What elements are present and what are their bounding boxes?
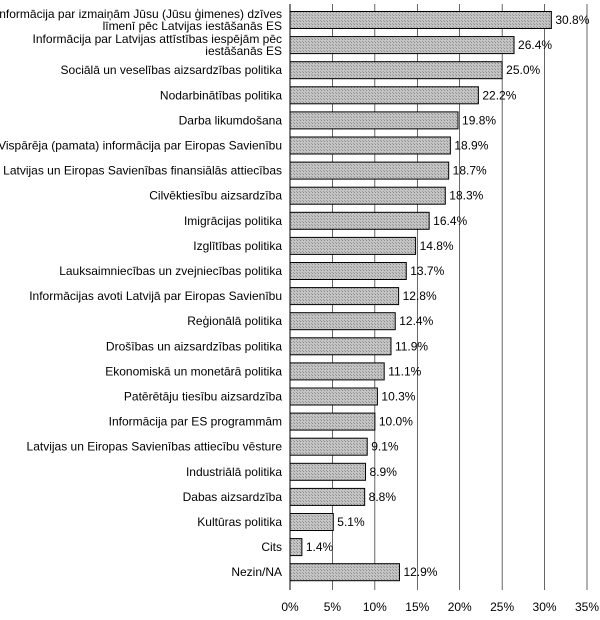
bar [289,136,451,155]
category-label: Darba likumdošana [179,113,283,127]
value-label: 14.8% [420,239,454,253]
category-label: Cilvēktiesību aizsardzība [149,189,282,203]
category-label: Lauksaimniecības un zvejniecības politik… [59,264,282,278]
category-label: Reģionālā politika [187,314,282,328]
category-label: Cits [261,540,282,554]
bar [289,287,400,306]
value-label: 1.4% [306,540,334,554]
bar [289,462,367,481]
category-label: Informācija par ES programmām [109,415,282,429]
category-label: Industriālā politika [186,465,282,479]
value-label: 25.0% [506,63,540,77]
value-label: 22.2% [482,88,516,102]
bar [289,437,368,456]
value-label: 26.4% [518,38,552,52]
value-label: 12.9% [403,565,437,579]
bar [289,211,430,230]
category-label: Informācijas avoti Latvijā par Eiropas S… [29,289,282,303]
bar [289,186,446,205]
x-tick-label: 20% [448,600,472,614]
category-label: Drošības un aizsardzības politika [106,339,282,353]
bar [289,61,503,80]
bar [289,538,303,557]
bar [289,236,417,255]
value-label: 18.3% [449,189,483,203]
value-label: 18.9% [454,139,488,153]
bar [289,11,552,29]
value-label: 10.3% [381,390,415,404]
bar [289,412,376,431]
x-axis-tick-labels: 0% 5% 10% 15% 20% 25% 30% 35% [281,600,599,614]
bar [289,387,378,406]
value-label: 16.4% [433,214,467,228]
category-label: Vispārēja (pamata) informācija par Eirop… [0,139,282,153]
x-tick-label: 25% [490,600,514,614]
category-label: Dabas aizsardzība [183,490,283,504]
category-label: Informācija par izmaiņām Jūsu (Jūsu ģime… [0,7,282,33]
bar [289,563,400,582]
value-label: 10.0% [379,415,413,429]
bar [289,513,334,531]
value-label: 13.7% [410,264,444,278]
x-tick-label: 30% [533,600,557,614]
value-label: 8.9% [370,465,398,479]
value-label: 9.1% [371,440,399,454]
value-label: 8.8% [369,490,397,504]
value-label: 11.1% [388,364,421,378]
x-tick-label: 35% [575,600,599,614]
category-label: Sociālā un veselības aizsardzības politi… [61,63,283,77]
bar [289,487,366,506]
bar [289,36,515,55]
x-tick-label: 15% [405,600,429,614]
x-tick-label: 0% [281,600,299,614]
category-labels: Informācija par izmaiņām Jūsu (Jūsu ģime… [0,7,282,579]
bar [289,111,459,130]
bar [289,337,392,356]
value-label: 12.4% [399,314,433,328]
x-tick-label: 10% [363,600,387,614]
bar [289,362,385,381]
category-label: Izglītības politika [193,239,282,253]
category-label: Nodarbinātības politika [160,88,282,102]
category-label: Nezin/NA [231,565,282,579]
category-label: Imigrācijas politika [184,214,282,228]
value-label: 19.8% [462,113,496,127]
category-label: Latvijas un Eiropas Savienības attiecību… [27,440,283,454]
value-label: 11.9% [395,339,428,353]
category-label: Informācija par Latvijas attīstības iesp… [33,32,282,58]
value-label: 12.8% [403,289,437,303]
category-label: Patērētāju tiesību aizsardzība [124,390,282,404]
value-labels: 30.8%26.4% 25.0% 22.2% 19.8% 18.9% 18.7% 18.3%… [306,13,590,579]
category-label: Kultūras politika [197,515,282,529]
value-label: 18.7% [453,164,487,178]
value-label: 5.1% [337,515,365,529]
bars [289,11,552,582]
category-label: Ekonomiskā un monetārā politika [105,364,282,378]
value-label: 30.8% [555,13,589,27]
bar [289,161,450,180]
bar [289,262,407,280]
bar [289,86,479,105]
x-tick-label: 5% [324,600,342,614]
category-label: Latvijas un Eiropas Savienības finansiāl… [3,164,282,178]
bar [289,312,396,331]
